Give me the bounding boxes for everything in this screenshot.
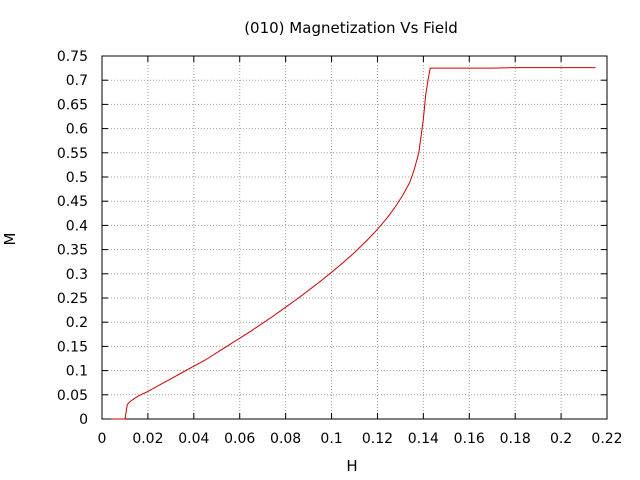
x-tick-label: 0.2 [550, 431, 572, 447]
y-axis-label: M [1, 233, 19, 246]
x-tick-label: 0.08 [270, 431, 301, 447]
x-tick-label: 0.16 [454, 431, 485, 447]
y-tick-label: 0.65 [57, 97, 88, 113]
y-tick-label: 0.3 [66, 267, 88, 283]
y-tick-label: 0.6 [66, 122, 88, 138]
x-tick-label: 0.12 [362, 431, 393, 447]
x-tick-label: 0.1 [320, 431, 342, 447]
y-tick-label: 0.1 [66, 364, 88, 380]
y-tick-label: 0.05 [57, 388, 88, 404]
grid [102, 56, 607, 419]
x-axis-label: H [346, 457, 357, 475]
y-tick-label: 0.45 [57, 194, 88, 210]
x-tick-label: 0.22 [591, 431, 622, 447]
x-tick-label: 0.04 [178, 431, 209, 447]
chart-title: (010) Magnetization Vs Field [244, 19, 458, 37]
y-tick-label: 0.4 [66, 218, 88, 234]
x-tick-label: 0 [98, 431, 107, 447]
y-tick-label: 0.75 [57, 49, 88, 65]
axis-ticks: 0 0.02 0.04 0.06 0.08 0.1 0.12 0.14 0.16 0.18 0.2 0… [57, 49, 623, 447]
x-tick-label: 0.14 [408, 431, 439, 447]
y-tick-label: 0.35 [57, 243, 88, 259]
series-line [111, 67, 596, 420]
y-tick-label: 0 [79, 412, 88, 428]
x-tick-label: 0.06 [224, 431, 255, 447]
y-tick-label: 0.7 [66, 73, 88, 89]
x-tick-label: 0.02 [132, 431, 163, 447]
y-tick-label: 0.15 [57, 339, 88, 355]
y-tick-label: 0.25 [57, 291, 88, 307]
plot-frame [101, 55, 608, 420]
y-tick-label: 0.5 [66, 170, 88, 186]
y-tick-label: 0.2 [66, 315, 88, 331]
x-tick-label: 0.18 [500, 431, 531, 447]
y-tick-label: 0.55 [57, 146, 88, 162]
series-layer [111, 67, 596, 420]
